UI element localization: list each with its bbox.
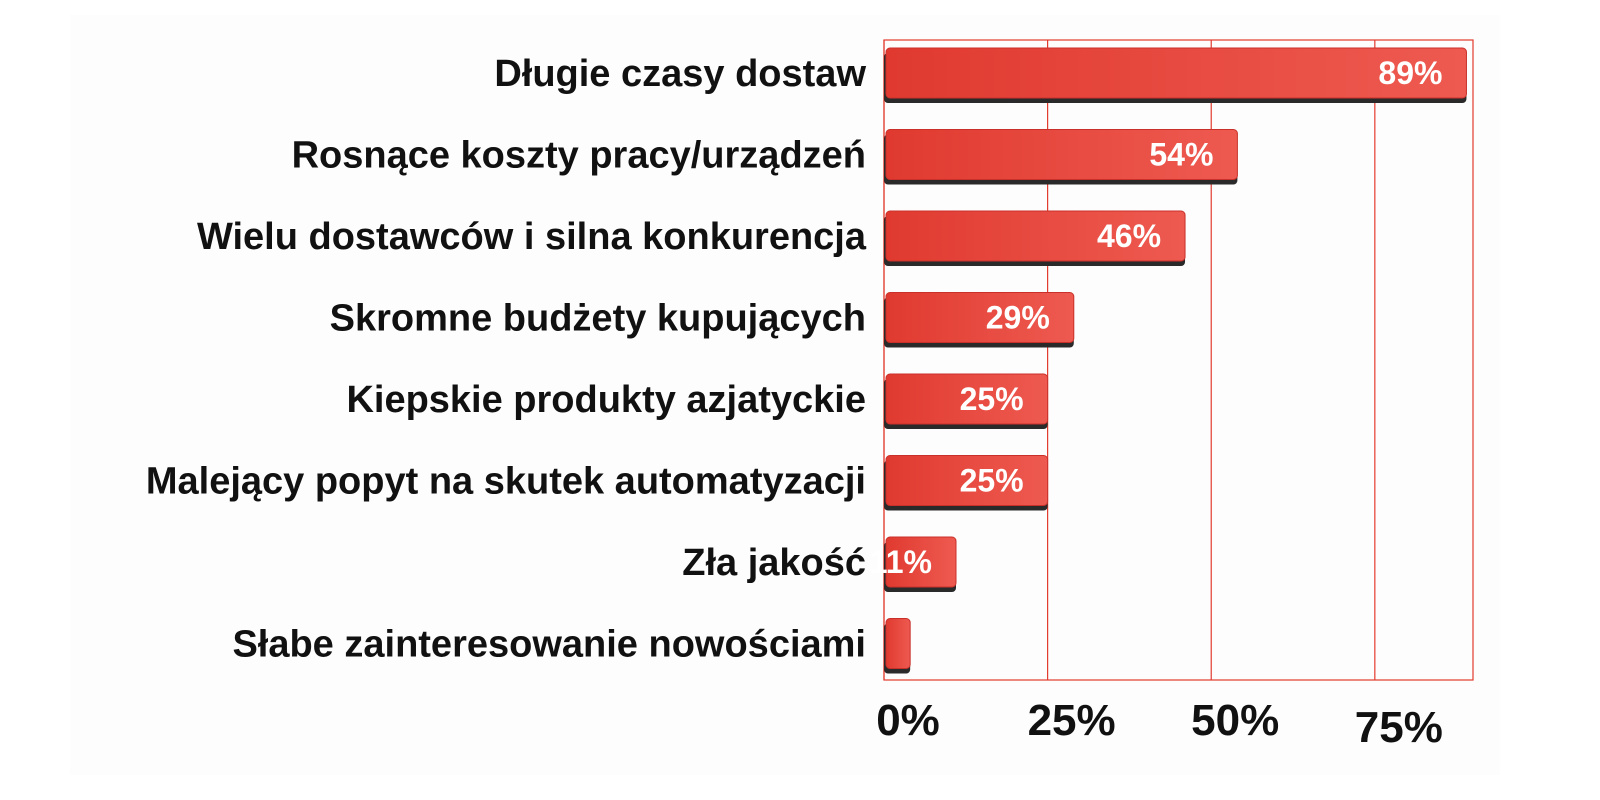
category-label: Skromne budżety kupujących xyxy=(330,298,866,340)
x-tick-label: 75% xyxy=(1355,703,1443,752)
bar-value-label: 46% xyxy=(1097,218,1161,254)
chart-background xyxy=(70,15,1500,775)
category-label: Wielu dostawców i silna konkurencja xyxy=(197,216,867,258)
category-label: Długie czasy dostaw xyxy=(494,53,866,95)
x-axis-ticks: 0% 25% 50% 75% xyxy=(876,696,1443,752)
bar xyxy=(885,618,911,669)
bar-value-label: 29% xyxy=(986,300,1050,336)
bar xyxy=(885,210,1186,262)
category-label: Malejący popyt na skutek automatyzacji xyxy=(146,461,866,503)
bar-group: 29% xyxy=(884,292,1075,348)
bar xyxy=(885,292,1075,343)
x-tick-label: 0% xyxy=(876,696,940,745)
bar xyxy=(885,536,957,588)
bar-group: 46% xyxy=(884,210,1186,266)
category-label: Kiepskie produkty azjatyckie xyxy=(346,379,866,421)
category-label: Zła jakość xyxy=(682,542,866,584)
bar-value-label: 89% xyxy=(1378,55,1442,91)
bar xyxy=(885,47,1467,99)
x-tick-label: 25% xyxy=(1028,696,1116,745)
category-label: Słabe zainteresowanie nowościami xyxy=(232,624,866,666)
bar xyxy=(885,373,1049,425)
bar-group: 54% xyxy=(884,129,1238,185)
bar-value-label: 25% xyxy=(960,463,1024,499)
category-label: Rosnące koszty pracy/urządzeń xyxy=(292,135,866,177)
bar-group: 25% xyxy=(884,373,1049,429)
bar-group: 25% xyxy=(884,455,1049,511)
bar xyxy=(885,129,1238,180)
bar-value-label: 25% xyxy=(960,381,1024,417)
bars: 89% 54% 46% 29% 25% 25% 11% xyxy=(870,47,1467,674)
bar-value-label: 54% xyxy=(1149,137,1213,173)
category-labels: Długie czasy dostaw Rosnące koszty pracy/… xyxy=(146,53,867,666)
bar-value-label: 11% xyxy=(870,544,932,580)
bar-group xyxy=(884,618,911,674)
x-tick-label: 50% xyxy=(1191,696,1279,745)
bar xyxy=(885,455,1049,506)
bar-group: 89% xyxy=(884,47,1467,103)
bar-group: 11% xyxy=(870,536,957,592)
